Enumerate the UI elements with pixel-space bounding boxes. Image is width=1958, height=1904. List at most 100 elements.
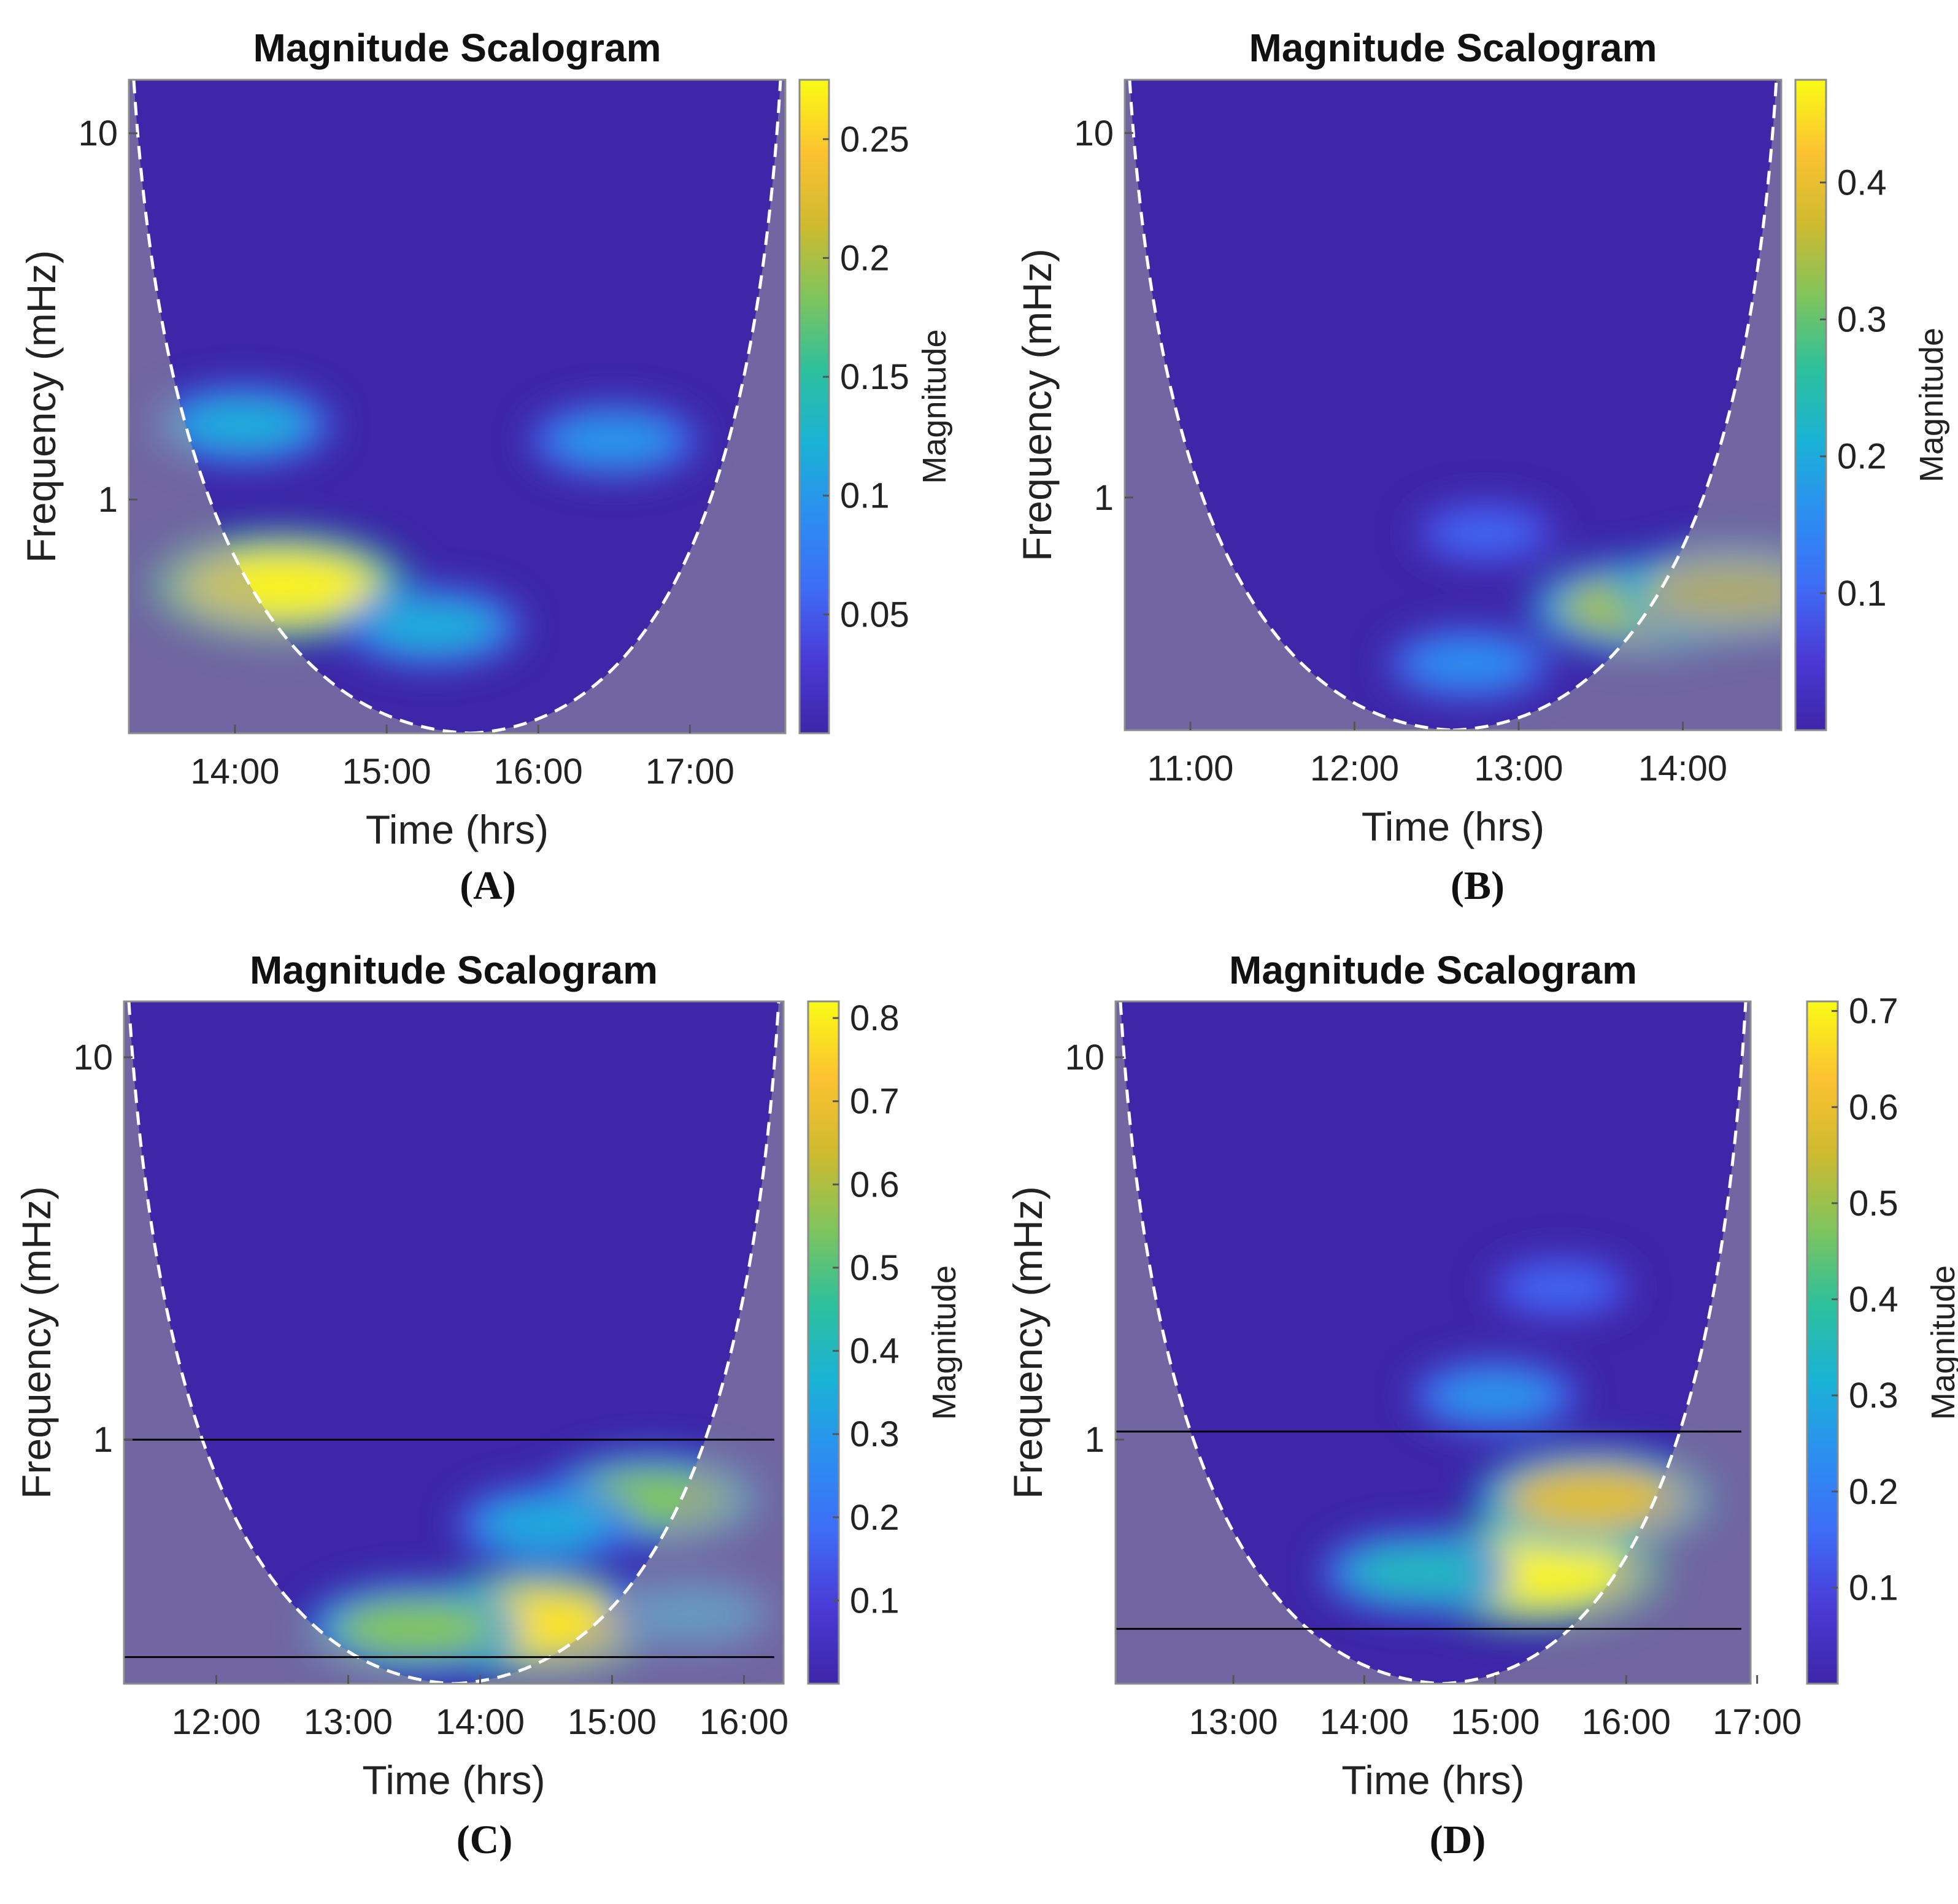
chart-title: Magnitude Scalogram	[1229, 948, 1637, 992]
hotspot	[175, 399, 310, 450]
colorbar-label: Magnitude	[916, 329, 953, 484]
plot-area	[124, 1001, 784, 1684]
plot-frame	[1124, 79, 1783, 731]
x-tick-label: 15:00	[1451, 1702, 1540, 1742]
coi-boundary-left	[132, 80, 471, 733]
plot-area	[129, 80, 785, 733]
panel-label: (C)	[457, 1817, 513, 1862]
colorbar-tick-label: 0.6	[1849, 1087, 1898, 1127]
colorbar-tick-label: 0.3	[850, 1414, 900, 1454]
hotspot	[334, 1599, 495, 1659]
hotspot	[1431, 512, 1541, 554]
x-axis-label: Time (hrs)	[366, 807, 549, 852]
colorbar-tick-label: 0.6	[850, 1165, 900, 1204]
chart-title: Magnitude Scalogram	[253, 26, 661, 70]
cone-of-influence-shade	[129, 80, 785, 733]
x-tick-label: 14:00	[190, 752, 279, 792]
coi-boundary-right	[1443, 1001, 1748, 1684]
x-tick-label: 14:00	[1638, 749, 1727, 788]
colorbar-tick-label: 0.5	[1849, 1184, 1898, 1224]
plot-area	[1125, 80, 1781, 730]
hotspot	[1433, 1372, 1558, 1420]
y-axis-label: Frequency (mHz)	[18, 250, 64, 563]
coi-boundary-right	[1452, 80, 1778, 730]
chart-title: Magnitude Scalogram	[1249, 26, 1657, 70]
y-tick-label: 1	[1094, 478, 1114, 518]
plot-frame	[1114, 1000, 1752, 1685]
colorbar-tick-label: 0.3	[1837, 300, 1887, 340]
colorbar	[1806, 1000, 1839, 1685]
colorbar	[807, 1000, 840, 1685]
colorbar-label: Magnitude	[1925, 1265, 1958, 1420]
colorbar-tick-label: 0.2	[840, 238, 890, 278]
x-tick-label: 14:00	[1320, 1702, 1409, 1742]
colorbar-tick-label: 0.15	[840, 357, 909, 397]
x-tick-label: 17:00	[1713, 1702, 1802, 1742]
panel-a: Magnitude Scalogram 14:00 15:00 16:00 17:00 T…	[18, 26, 953, 908]
cone-of-influence-shade	[1116, 1001, 1751, 1684]
y-tick-label: 10	[1065, 1038, 1104, 1077]
chart-title: Magnitude Scalogram	[250, 948, 658, 992]
colorbar-tick-label: 0.4	[850, 1332, 900, 1371]
hotspot	[479, 1499, 613, 1550]
x-axis-label: Time (hrs)	[1362, 804, 1544, 849]
colorbar-tick-label: 0.4	[1849, 1280, 1898, 1320]
x-tick-label: 11:00	[1147, 749, 1234, 788]
panel-label: (A)	[460, 863, 516, 908]
x-tick-label: 16:00	[494, 752, 583, 792]
x-tick-label: 15:00	[342, 752, 431, 792]
colorbar-tick-label: 0.8	[850, 998, 900, 1038]
coi-boundary-left	[127, 1001, 454, 1684]
coi-boundary-right	[469, 80, 782, 733]
colorbar-tick-label: 0.7	[850, 1082, 900, 1122]
x-tick-label: 13:00	[1189, 1702, 1278, 1742]
coi-boundary-left	[1119, 1001, 1443, 1684]
hotspot	[1408, 640, 1532, 687]
y-axis-label: Frequency (mHz)	[13, 1186, 59, 1499]
y-axis-label: Frequency (mHz)	[1005, 1186, 1050, 1499]
cone-of-influence-shade	[1125, 80, 1781, 730]
colorbar-tick-label: 0.2	[850, 1498, 900, 1538]
y-tick-label: 10	[1074, 114, 1114, 153]
colorbar	[798, 79, 830, 734]
colorbar-tick-label: 0.25	[840, 120, 909, 160]
colorbar	[1794, 79, 1827, 731]
y-tick-label: 10	[78, 114, 118, 153]
x-tick-label: 13:00	[1474, 749, 1563, 788]
panel-d: Magnitude Scalogram 13:00 14:00 15:00 16:00 1…	[1005, 948, 1958, 1862]
colorbar-tick-label: 0.5	[850, 1248, 900, 1288]
coi-boundary-left	[1128, 80, 1454, 730]
colorbar-tick-label: 0.7	[1849, 992, 1898, 1031]
plot-area	[1116, 1001, 1751, 1684]
hotspot	[551, 416, 677, 464]
y-tick-label: 1	[93, 1420, 113, 1460]
x-tick-label: 15:00	[568, 1702, 657, 1742]
hotspot	[1346, 1546, 1487, 1599]
x-tick-label: 14:00	[436, 1702, 525, 1742]
cone-of-influence-shade	[124, 1001, 784, 1684]
x-tick-label: 12:00	[172, 1702, 261, 1742]
colorbar-label: Magnitude	[1913, 328, 1950, 482]
panel-label: (B)	[1451, 863, 1505, 908]
x-axis-label: Time (hrs)	[1341, 1757, 1524, 1803]
colorbar-label: Magnitude	[926, 1265, 963, 1420]
x-tick-label: 13:00	[304, 1702, 393, 1742]
colorbar-tick-label: 0.1	[1849, 1568, 1898, 1608]
y-tick-label: 1	[98, 480, 118, 520]
panel-label: (D)	[1430, 1817, 1486, 1862]
x-tick-label: 16:00	[700, 1702, 788, 1742]
plot-frame	[128, 79, 787, 734]
x-tick-label: 16:00	[1582, 1702, 1671, 1742]
hotspot	[1506, 1266, 1616, 1309]
y-axis-label: Frequency (mHz)	[1014, 249, 1060, 561]
panel-c: Magnitude Scalogram 12:00 13:00 14:00 15:00 1…	[13, 948, 963, 1862]
y-tick-label: 1	[1085, 1420, 1104, 1460]
hotspot	[1505, 1467, 1682, 1532]
y-tick-label: 10	[73, 1038, 113, 1077]
colorbar-tick-label: 0.1	[1837, 574, 1887, 614]
panel-b: Magnitude Scalogram 11:00 12:00 13:00 14:00 T…	[1014, 26, 1950, 908]
colorbar-tick-label: 0.4	[1837, 163, 1887, 202]
colorbar-tick-label: 0.1	[850, 1581, 900, 1621]
colorbar-tick-label: 0.2	[1849, 1472, 1898, 1512]
